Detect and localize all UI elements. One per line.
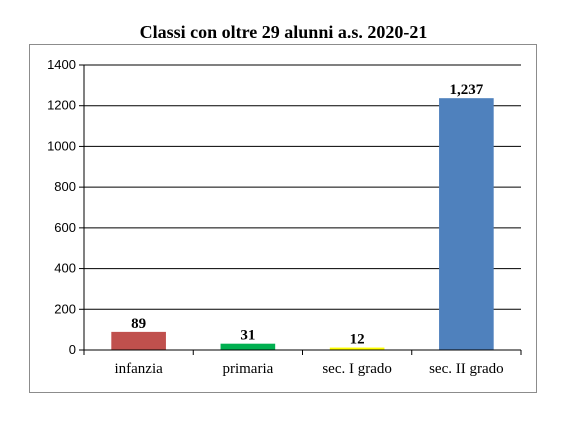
chart-title: Classi con oltre 29 alunni a.s. 2020-21 xyxy=(139,22,428,42)
y-tick-label: 800 xyxy=(54,179,76,194)
y-tick-label: 400 xyxy=(54,261,76,276)
bar xyxy=(111,331,166,350)
data-label: 1,237 xyxy=(450,82,484,98)
data-label: 31 xyxy=(240,328,255,344)
y-tick-label: 1000 xyxy=(47,138,76,153)
bar xyxy=(220,343,276,350)
data-label: 89 xyxy=(131,316,146,332)
bar xyxy=(439,98,494,350)
x-tick-label: sec. I grado xyxy=(322,361,392,377)
y-tick-label: 0 xyxy=(69,342,76,357)
data-label: 12 xyxy=(350,332,365,348)
y-tick-label: 1400 xyxy=(47,57,76,72)
y-tick-label: 200 xyxy=(54,301,76,316)
x-tick-label: sec. II grado xyxy=(429,361,504,377)
y-tick-label: 1200 xyxy=(47,98,76,113)
bar xyxy=(329,347,385,350)
x-tick-label: infanzia xyxy=(114,361,163,377)
y-tick-label: 600 xyxy=(54,220,76,235)
x-tick-label: primaria xyxy=(222,361,273,377)
